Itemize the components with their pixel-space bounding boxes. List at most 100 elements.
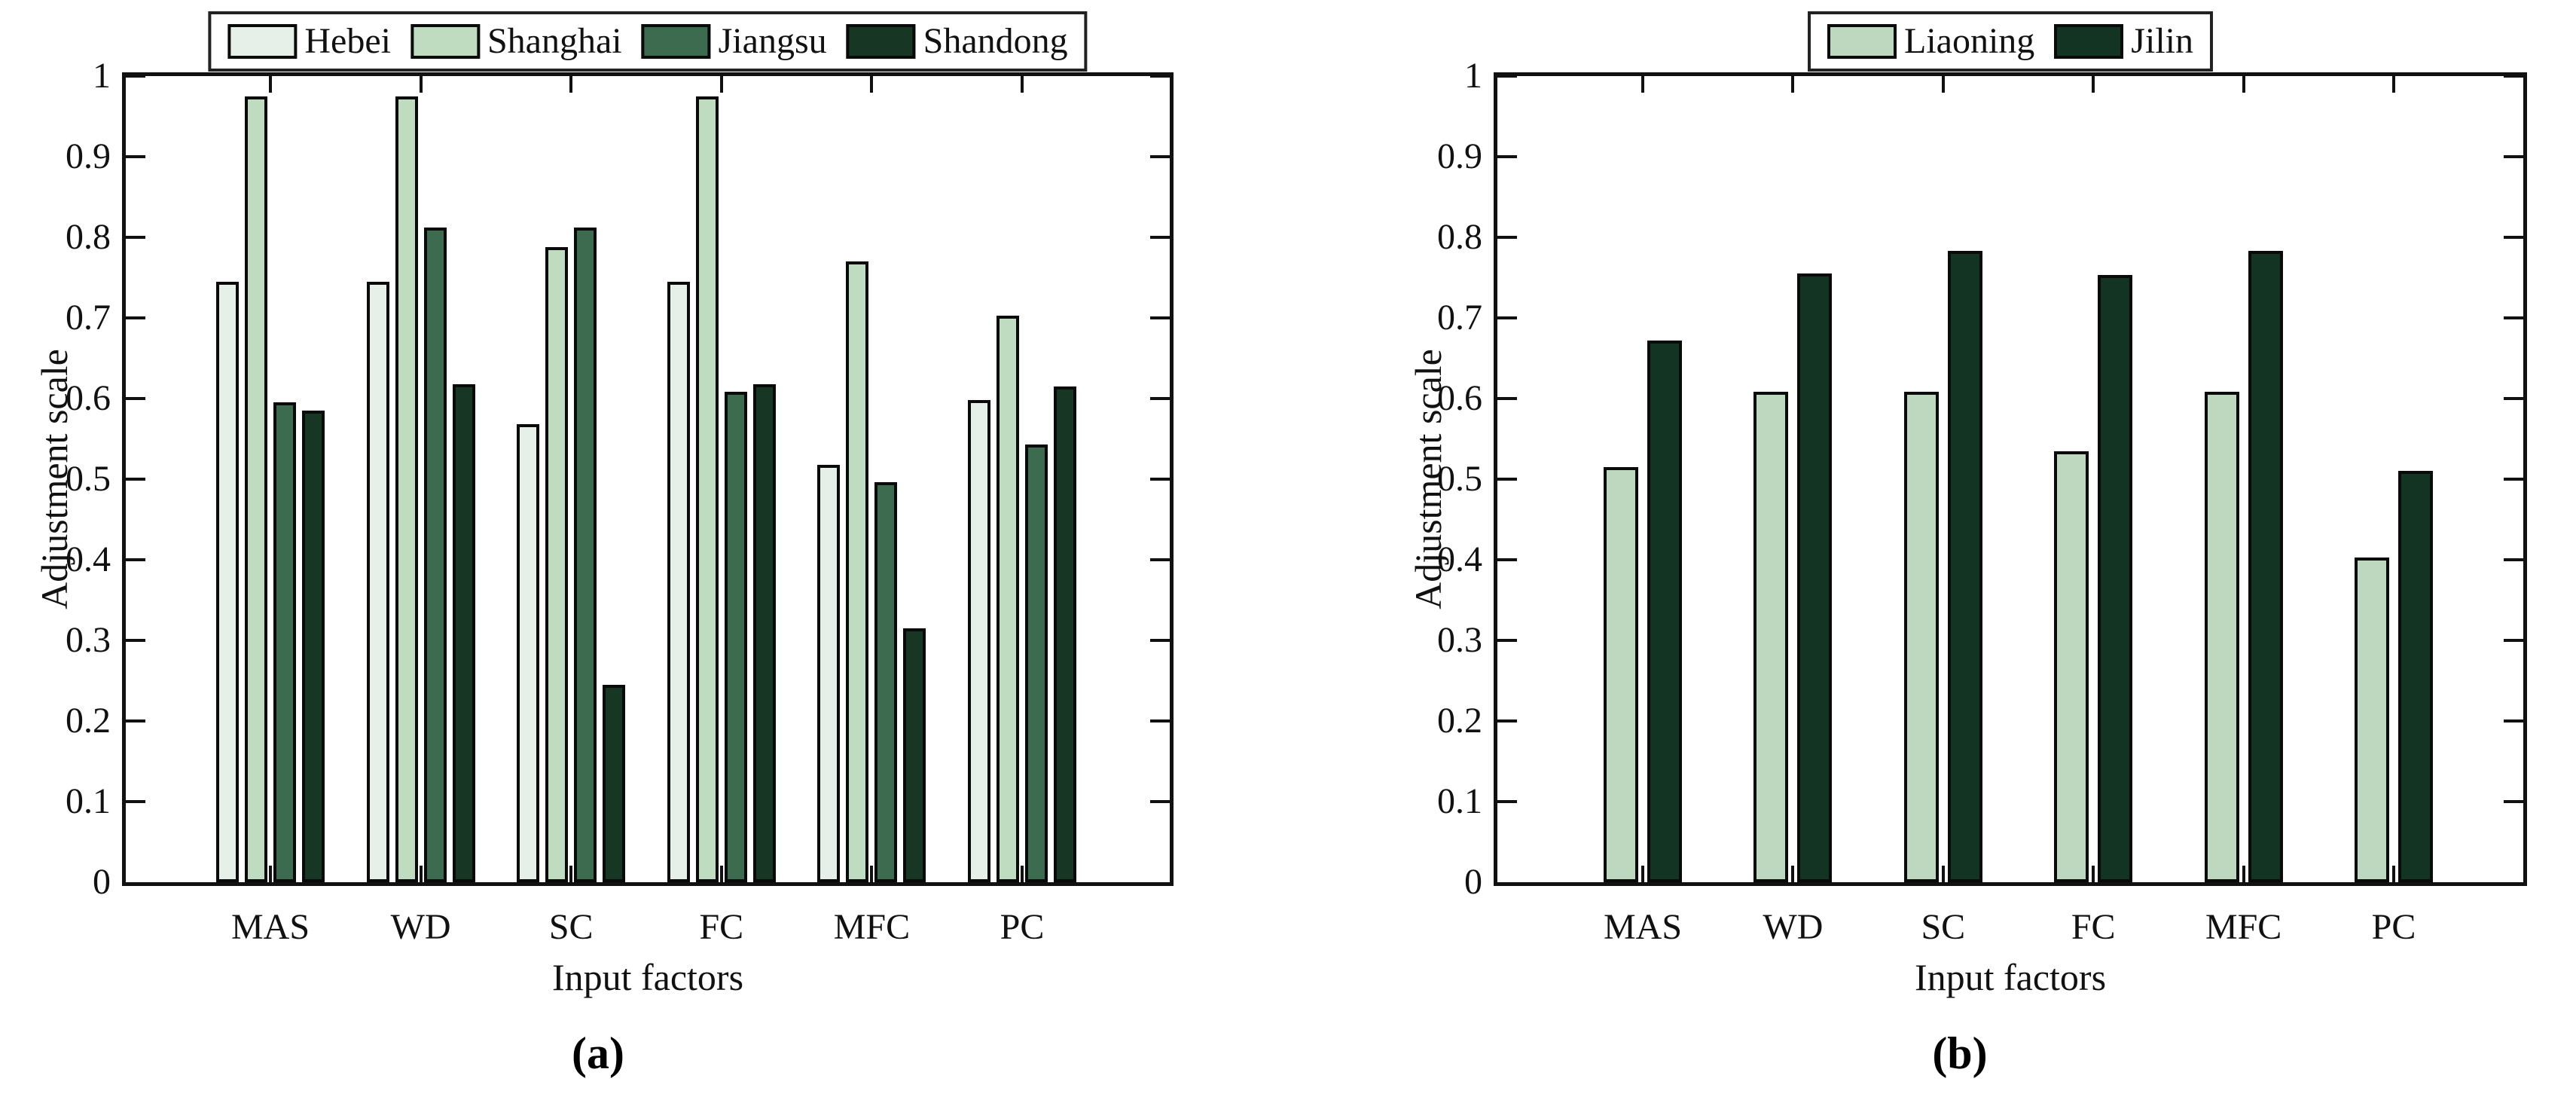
y-tick-left [1497, 639, 1517, 642]
bar-shandong-MAS [302, 411, 325, 882]
y-tick-label: 0.9 [66, 136, 111, 176]
x-tick-bottom [1791, 866, 1795, 882]
legend-label: Shanghai [487, 21, 622, 61]
y-tick-label: 0 [93, 862, 111, 902]
y-tick-label: 0.3 [66, 620, 111, 660]
legend-swatch-icon [410, 24, 480, 59]
x-tick-bottom [2092, 866, 2095, 882]
y-tick-right [2504, 639, 2523, 642]
y-tick-left [126, 639, 145, 642]
x-tick-bottom [2242, 866, 2245, 882]
legend-item-liaoning: Liaoning [1827, 22, 2034, 61]
y-tick-label: 0.1 [66, 781, 111, 821]
x-tick-bottom [2392, 866, 2395, 882]
x-tick-label-MAS: MAS [1603, 907, 1683, 947]
y-tick-left [1497, 800, 1517, 803]
y-tick-label: 0.9 [1437, 136, 1482, 176]
legend-label: Jiangsu [718, 21, 827, 61]
y-tick-left [1497, 478, 1517, 481]
legend-swatch-icon [846, 24, 916, 59]
y-tick-right [2504, 397, 2523, 400]
bar-shanghai-WD [395, 96, 418, 882]
x-tick-top [1641, 76, 1644, 93]
x-tick-label-SC: SC [1921, 907, 1966, 947]
x-tick-top [1021, 76, 1024, 93]
bar-liaoning-MAS [1604, 467, 1638, 882]
y-tick-right [2504, 236, 2523, 239]
y-tick-right [2504, 558, 2523, 561]
legend-b: Liaoning Jilin [1808, 11, 2213, 72]
x-tick-top [2092, 76, 2095, 93]
x-tick-bottom [870, 866, 874, 882]
x-tick-label-PC: PC [1000, 907, 1045, 947]
x-tick-top [2392, 76, 2395, 93]
bar-hebei-WD [367, 282, 389, 882]
y-tick-left [126, 800, 145, 803]
y-tick-right [2504, 800, 2523, 803]
bar-hebei-SC [517, 424, 539, 882]
bar-shandong-PC [1054, 386, 1076, 882]
y-tick-right [2504, 719, 2523, 722]
bar-shanghai-MFC [846, 261, 868, 882]
x-tick-bottom [1941, 866, 1945, 882]
bar-shandong-MFC [903, 628, 926, 882]
x-tick-label-FC: FC [699, 907, 744, 947]
y-tick-right [2504, 75, 2523, 78]
x-tick-bottom [419, 866, 423, 882]
y-tick-label: 0 [1464, 862, 1482, 902]
y-tick-right [1150, 719, 1170, 722]
x-axis-label-a: Input factors [551, 956, 744, 998]
bar-shanghai-MAS [245, 96, 267, 882]
x-tick-top [569, 76, 573, 93]
y-tick-label: 0.2 [1437, 701, 1482, 741]
bar-jilin-SC [1948, 251, 1982, 882]
plot-area-b: 0 0.1 0.2 0.3 0.4 0.5 0.6 0.7 0.8 0.9 1 MAS WD SC FC MF… [1437, 11, 2527, 947]
y-tick-left [126, 558, 145, 561]
y-tick-right [2504, 316, 2523, 319]
y-tick-label: 0.8 [1437, 217, 1482, 257]
bar-liaoning-SC [1904, 392, 1939, 882]
legend-swatch-icon [2054, 24, 2124, 59]
x-tick-top [1941, 76, 1945, 93]
legend-item-jiangsu: Jiangsu [641, 21, 827, 61]
y-tick-left [1497, 719, 1517, 722]
y-tick-right [1150, 236, 1170, 239]
legend-swatch-icon [1827, 24, 1897, 59]
y-tick-left [126, 75, 145, 78]
legend-a: Hebei Shanghai Jiangsu Shandong [208, 11, 1088, 72]
y-tick-left [1497, 75, 1517, 78]
bar-jiangsu-WD [424, 228, 447, 882]
bar-liaoning-PC [2355, 558, 2389, 882]
x-tick-label-FC: FC [2071, 907, 2116, 947]
bar-jilin-WD [1797, 273, 1832, 882]
x-tick-label-PC: PC [2371, 907, 2416, 947]
y-tick-left [126, 316, 145, 319]
legend-label: Liaoning [1904, 21, 2035, 61]
bar-shanghai-FC [696, 96, 719, 882]
bar-hebei-MFC [817, 465, 840, 882]
legend-swatch-icon [641, 24, 711, 59]
y-tick-left [1497, 236, 1517, 239]
x-tick-top [1791, 76, 1795, 93]
y-tick-label: 0.6 [66, 378, 111, 418]
y-tick-left [126, 155, 145, 158]
bar-jiangsu-FC [725, 392, 747, 882]
y-tick-label: 1 [93, 56, 111, 96]
y-tick-label: 1 [1464, 56, 1482, 96]
legend-item-shanghai: Shanghai [410, 21, 622, 61]
y-tick-label: 0.7 [66, 298, 111, 338]
x-tick-label-WD: WD [1763, 907, 1824, 947]
y-tick-left [1497, 316, 1517, 319]
bar-jilin-MAS [1647, 341, 1682, 882]
y-tick-right [1150, 155, 1170, 158]
y-tick-label: 0.5 [66, 459, 111, 499]
legend-label: Hebei [304, 21, 391, 61]
x-tick-top [419, 76, 423, 93]
bar-shanghai-SC [545, 247, 568, 882]
x-tick-bottom [269, 866, 272, 882]
bar-shandong-SC [603, 685, 625, 882]
y-tick-left [1497, 397, 1517, 400]
bar-shanghai-PC [997, 316, 1019, 882]
x-tick-top [269, 76, 272, 93]
y-tick-right [1150, 397, 1170, 400]
